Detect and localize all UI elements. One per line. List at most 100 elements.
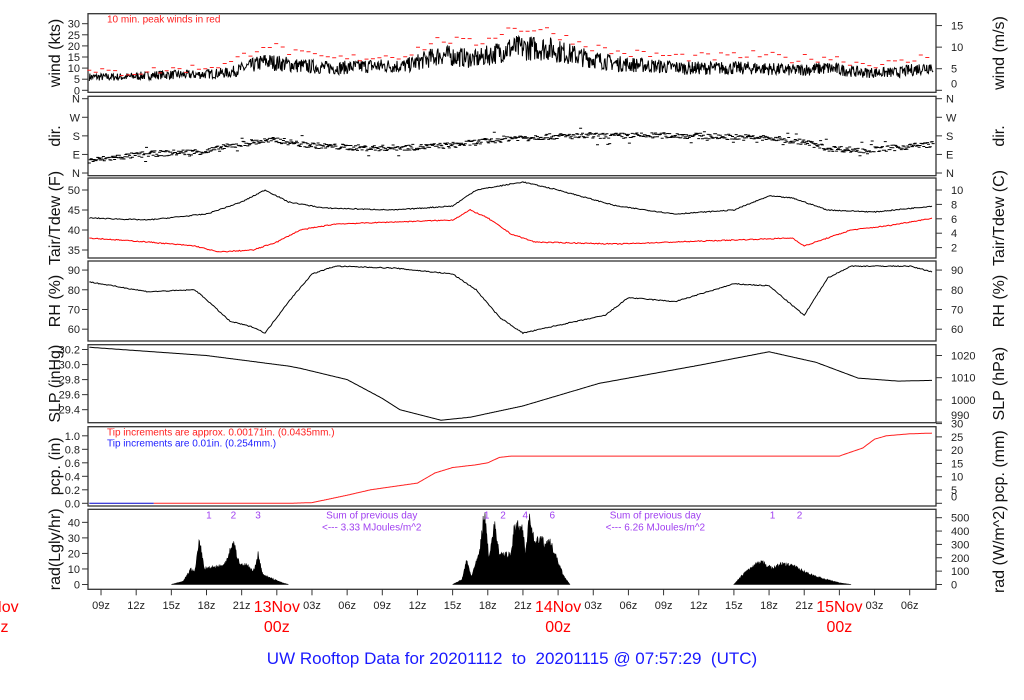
wind-ytick-right-label: 10 xyxy=(951,42,963,54)
x-tick-label: 21z xyxy=(795,600,813,612)
pcp-panel-frame xyxy=(87,426,937,507)
pcp-ytick-label: 1.0 xyxy=(65,431,80,443)
rh-ytick-label: 70 xyxy=(68,304,80,316)
slp-ytick-label: 29.8 xyxy=(59,375,80,387)
rad-hour-mark: 1 xyxy=(770,510,776,521)
temp-ytick-label: 50 xyxy=(68,185,80,197)
x-tick-label: 18z xyxy=(479,600,497,612)
wind-ytick-right-label: 5 xyxy=(951,64,957,76)
rh-ytick-right-label: 60 xyxy=(951,324,963,336)
rad-ytick-right-label: 300 xyxy=(951,539,969,551)
pcp-ytick-label: 0.4 xyxy=(65,471,80,483)
dir-axis-title-right: dir. xyxy=(991,125,1008,146)
x-date-label: 15Nov xyxy=(816,599,862,616)
rad-hour-mark: 2 xyxy=(231,510,237,521)
temp-ytick-right-label: 8 xyxy=(951,199,957,211)
wind-series-10-min-peak-gust xyxy=(87,27,930,76)
dir-ytick-right-label: N xyxy=(946,168,954,180)
dir-ytick-label: W xyxy=(70,112,81,124)
temp-ytick-right-label: 4 xyxy=(951,228,957,240)
pcp-ytick-right-label: 15 xyxy=(951,458,963,470)
temp-axis-title-right: Tair/Tdew (C) xyxy=(991,170,1008,266)
pcp-axis-title: pcp. (in) xyxy=(47,437,64,495)
x-date-label: 14Nov xyxy=(535,599,581,616)
temp-axis-title: Tair/Tdew (F) xyxy=(47,171,64,265)
wind-ytick-label: 20 xyxy=(68,41,80,53)
rh-axis-title-right: RH (%) xyxy=(991,275,1008,327)
slp-ytick-right-label: 1020 xyxy=(951,350,975,362)
x-tick-label: 09z xyxy=(655,600,673,612)
rh-ytick-label: 80 xyxy=(68,285,80,297)
pcp-ytick-label: 0.6 xyxy=(65,458,80,470)
dir-ytick-right-label: S xyxy=(946,131,953,143)
pcp-ytick-right-label: 10 xyxy=(951,472,963,484)
temp-series-tdew xyxy=(89,208,933,253)
rad-hour-mark: 1 xyxy=(484,510,490,521)
rad-ytick-right-label: 0 xyxy=(951,579,957,591)
x-tick-label: 15z xyxy=(725,600,743,612)
pcp-series-precip-0-00171in-gauge- xyxy=(153,432,933,504)
x-tick-label: 15z xyxy=(162,600,180,612)
rad-daily-sum-value: <--- 3.33 MJoules/m^2 xyxy=(322,522,422,533)
rad-hour-mark: 6 xyxy=(549,510,555,521)
x-tick-label: 09z xyxy=(92,600,110,612)
x-tick-label: 21z xyxy=(233,600,251,612)
temp-ytick-right-label: 6 xyxy=(951,214,957,226)
temp-ytick-label: 35 xyxy=(68,245,80,257)
wind-ytick-label: 5 xyxy=(74,74,80,86)
x-tick-label: 15z xyxy=(444,600,462,612)
rad-radiation-day-2 xyxy=(452,512,571,585)
slp-ytick-right-label: 1010 xyxy=(951,373,975,385)
wind-ytick-right-label: 15 xyxy=(951,21,963,33)
temp-series-tair xyxy=(89,181,933,221)
chart-title: UW Rooftop Data for 20201112 to 20201115… xyxy=(266,649,758,668)
x-tick-label: 06z xyxy=(338,600,356,612)
slp-ytick-label: 30.0 xyxy=(59,360,80,372)
rh-ytick-right-label: 90 xyxy=(951,265,963,277)
slp-ytick-label: 29.6 xyxy=(59,390,80,402)
pcp-ytick-right-label: 25 xyxy=(951,432,963,444)
x-tick-label: 06z xyxy=(901,600,919,612)
rad-ytick-label: 0 xyxy=(74,579,80,591)
x-date-hour-label: 00z xyxy=(264,619,290,636)
x-date-label: 13Nov xyxy=(254,599,300,616)
rad-ytick-label: 30 xyxy=(68,533,80,545)
pcp-ytick-right-label: 30 xyxy=(951,419,963,431)
rh-axis-title: RH (%) xyxy=(47,275,64,327)
rad-daily-sum-label: Sum of previous day xyxy=(610,510,701,521)
wind-ytick-label: 15 xyxy=(68,52,80,64)
x-date-hour-label: 00z xyxy=(0,619,8,636)
rad-hour-mark: 2 xyxy=(797,510,803,521)
pcp-ytick-right-label: 5 xyxy=(951,485,957,497)
x-tick-label: 12z xyxy=(409,600,427,612)
dir-series-wind-direction xyxy=(87,127,935,164)
rad-ytick-label: 10 xyxy=(68,564,80,576)
pcp-ytick-label: 0.8 xyxy=(65,444,80,456)
pcp-ytick-right-label: 20 xyxy=(951,445,963,457)
rad-hour-mark: 2 xyxy=(500,510,506,521)
slp-axis-title: SLP (inHg) xyxy=(47,345,64,423)
x-tick-label: 18z xyxy=(760,600,778,612)
rh-ytick-right-label: 70 xyxy=(951,304,963,316)
temp-ytick-label: 40 xyxy=(68,225,80,237)
wind-ytick-label: 10 xyxy=(68,63,80,75)
rad-ytick-right-label: 500 xyxy=(951,513,969,525)
rad-hour-mark: 1 xyxy=(206,510,212,521)
rh-ytick-label: 60 xyxy=(68,324,80,336)
rad-daily-sum-label: Sum of previous day xyxy=(326,510,417,521)
rad-ytick-right-label: 200 xyxy=(951,553,969,565)
dir-axis-title: dir. xyxy=(47,125,64,146)
slp-ytick-right-label: 1000 xyxy=(951,395,975,407)
x-tick-label: 18z xyxy=(198,600,216,612)
dir-panel-frame xyxy=(87,95,937,177)
rad-radiation-day-3 xyxy=(733,560,852,585)
wind-series-wind-speed xyxy=(88,34,934,82)
dir-ytick-label: N xyxy=(72,168,80,180)
x-tick-label: 12z xyxy=(127,600,145,612)
rad-axis-title-right: rad (W/m^2) xyxy=(991,506,1008,594)
x-date-label: 12Nov xyxy=(0,599,19,616)
pcp-note-1: Tip increments are approx. 0.00171in. (0… xyxy=(107,428,335,439)
wind-ytick-label: 25 xyxy=(68,30,80,42)
dir-ytick-label: S xyxy=(73,131,80,143)
rh-ytick-right-label: 80 xyxy=(951,285,963,297)
